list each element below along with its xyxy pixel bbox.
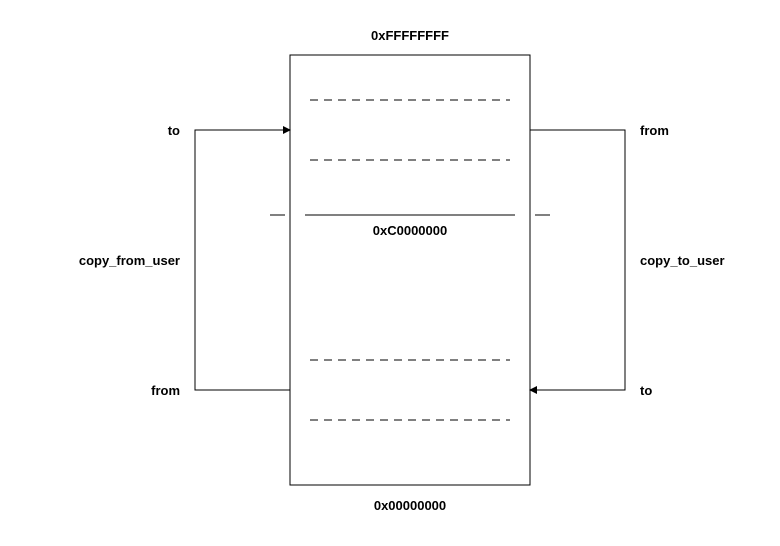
copy-to-user-arrow (530, 130, 625, 390)
copy-from-user-label: copy_from_user (79, 253, 180, 268)
copy-from-user-arrow (195, 130, 290, 390)
copy-to-user-label: copy_to_user (640, 253, 725, 268)
right-to-label: to (640, 383, 652, 398)
left-from-label: from (151, 383, 180, 398)
memory-copy-diagram: 0xFFFFFFFF 0xC0000000 0x00000000 to from copy… (0, 0, 780, 546)
right-from-label: from (640, 123, 669, 138)
addr-mid-label: 0xC0000000 (373, 223, 447, 238)
left-to-label: to (168, 123, 180, 138)
addr-bottom-label: 0x00000000 (374, 498, 446, 513)
addr-top-label: 0xFFFFFFFF (371, 28, 449, 43)
